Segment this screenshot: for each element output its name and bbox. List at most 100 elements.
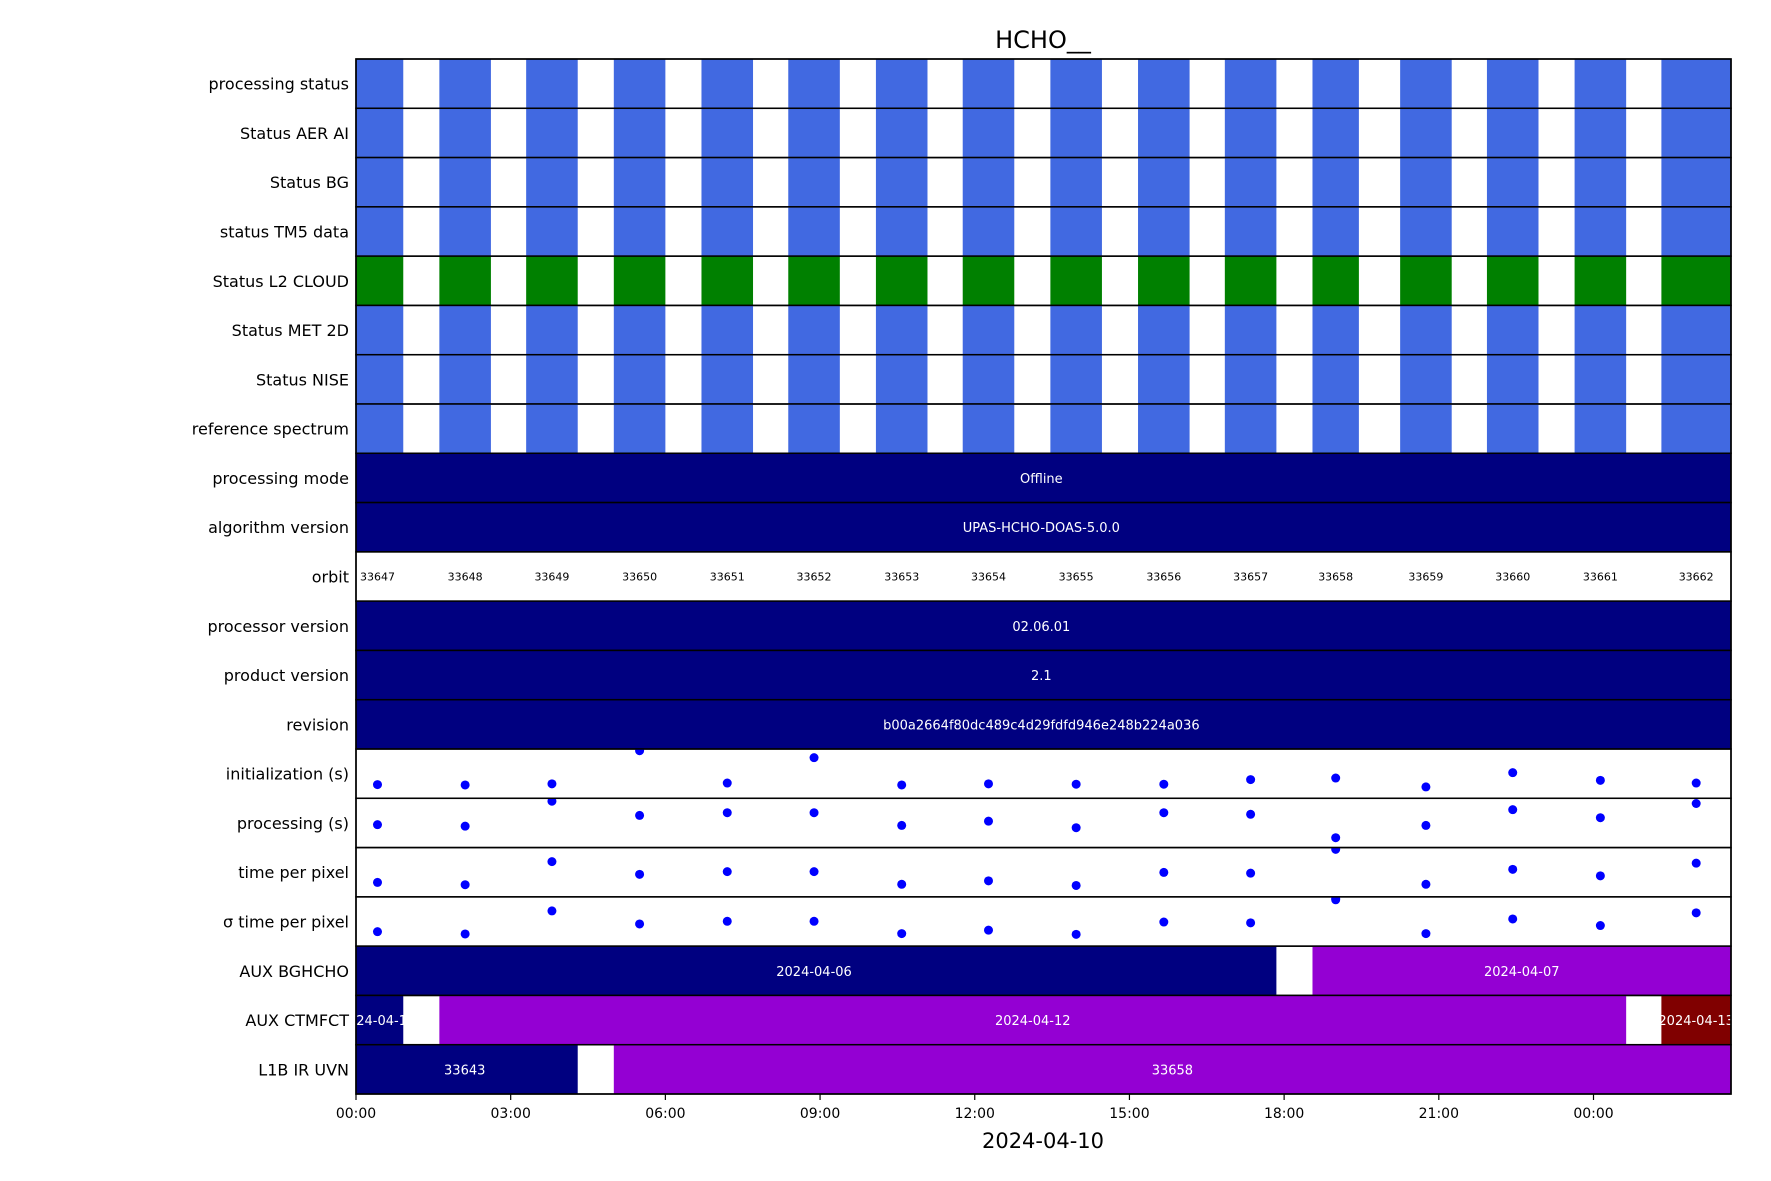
data-point	[1159, 779, 1169, 789]
row-content	[356, 157, 1731, 207]
data-point	[1331, 896, 1341, 905]
granule-bar	[526, 108, 578, 158]
granule-bar	[962, 108, 1015, 158]
data-point	[460, 880, 470, 890]
granule-bar	[1574, 256, 1627, 306]
granule-bar	[439, 206, 491, 257]
data-point	[1595, 921, 1605, 931]
granule-bar	[962, 206, 1015, 257]
orbit-label: 33654	[971, 571, 1006, 584]
x-tick-label: 15:00	[1109, 1106, 1149, 1122]
data-point	[1421, 820, 1431, 830]
segment-bar	[356, 1044, 578, 1094]
granule-bar	[788, 157, 840, 207]
row-13: revision b00a2664f80dc489c4d29fdfd946e248…	[286, 698, 1732, 750]
granule-bar	[1661, 404, 1731, 454]
granule-bar	[613, 354, 666, 404]
row-label: Status MET 2D	[232, 321, 349, 340]
row-label: L1B IR UVN	[258, 1060, 349, 1079]
data-point	[1331, 773, 1341, 783]
granule-bar	[1400, 108, 1452, 158]
granule-bar	[1050, 354, 1102, 404]
segment-label: 33658	[1152, 1063, 1193, 1078]
orbit-label: 33651	[710, 571, 745, 584]
data-point	[897, 780, 907, 790]
row-label: orbit	[312, 568, 349, 587]
row-label: product version	[224, 666, 349, 685]
x-axis: 00:00 03:00 06:00 09:00 12:00 15:00 18:00 21:00…	[336, 1094, 1614, 1122]
row-label: algorithm version	[208, 518, 349, 537]
granule-bar	[1574, 206, 1627, 257]
row-0: processing status	[209, 58, 1732, 110]
granule-bar	[1050, 108, 1102, 158]
granule-bar	[526, 59, 578, 109]
data-point	[722, 916, 732, 926]
granule-bar	[875, 108, 928, 158]
granule-bar	[1312, 305, 1359, 355]
segment-label: 2024-04-12	[995, 1014, 1071, 1029]
row-content	[372, 847, 1701, 890]
granule-bar	[1138, 157, 1190, 207]
data-point	[984, 779, 993, 789]
data-point	[372, 877, 382, 887]
granule-bar	[962, 354, 1015, 404]
data-point	[897, 929, 907, 939]
granule-bar	[1224, 59, 1277, 109]
segment-label: 02.06.01	[1012, 620, 1070, 635]
granule-bar	[1312, 354, 1359, 404]
row-11: processor version 02.06.01	[207, 600, 1732, 652]
x-tick-label: 12:00	[955, 1106, 995, 1122]
row-label: status TM5 data	[220, 223, 349, 242]
granule-bar	[1486, 404, 1539, 454]
row-3: status TM5 data	[220, 206, 1732, 257]
granule-bar	[439, 59, 491, 109]
granule-bar	[788, 108, 840, 158]
granule-bar	[701, 305, 754, 355]
granule-bar	[1224, 256, 1277, 306]
granule-bar	[875, 206, 928, 257]
data-point	[372, 927, 382, 937]
granule-bar	[1486, 354, 1539, 404]
granule-bar	[356, 157, 404, 207]
data-point	[460, 821, 470, 831]
segment-bar	[356, 601, 1731, 651]
granule-bar	[439, 354, 491, 404]
row-label: reference spectrum	[192, 420, 349, 439]
orbit-label: 33656	[1146, 571, 1181, 584]
data-point	[1421, 929, 1431, 939]
data-point	[1246, 775, 1256, 785]
x-tick-label: 06:00	[645, 1106, 685, 1122]
data-point	[1595, 871, 1605, 881]
data-point	[1691, 799, 1701, 809]
granule-bar	[1050, 256, 1102, 306]
granule-bar	[439, 305, 491, 355]
granule-bar	[1574, 354, 1627, 404]
data-point	[1246, 868, 1256, 878]
row-label: processing mode	[212, 469, 349, 488]
data-point	[809, 867, 819, 877]
granule-bar	[1486, 59, 1539, 109]
x-tick-label: 18:00	[1264, 1106, 1304, 1122]
row-10: orbit 33647 33648 33649 33650 33651 33652 33653…	[312, 551, 1732, 602]
granule-bar	[613, 305, 666, 355]
granule-bar	[1224, 157, 1277, 207]
data-point	[722, 778, 732, 788]
granule-bar	[701, 157, 754, 207]
data-point	[1071, 929, 1081, 939]
granule-bar	[526, 256, 578, 306]
data-point	[1159, 808, 1169, 818]
granule-bar	[613, 157, 666, 207]
granule-bar	[1312, 404, 1359, 454]
orbit-label: 33647	[360, 571, 395, 584]
granule-bar	[962, 305, 1015, 355]
x-tick-label: 00:00	[1573, 1106, 1613, 1122]
row-border	[355, 846, 1732, 898]
granule-bar	[701, 404, 754, 454]
data-point	[1421, 879, 1431, 889]
row-label: Status AER AI	[240, 124, 349, 143]
orbit-label: 33650	[622, 571, 657, 584]
granule-bar	[1224, 354, 1277, 404]
segment-bar	[356, 453, 1731, 503]
granule-bar	[439, 256, 491, 306]
